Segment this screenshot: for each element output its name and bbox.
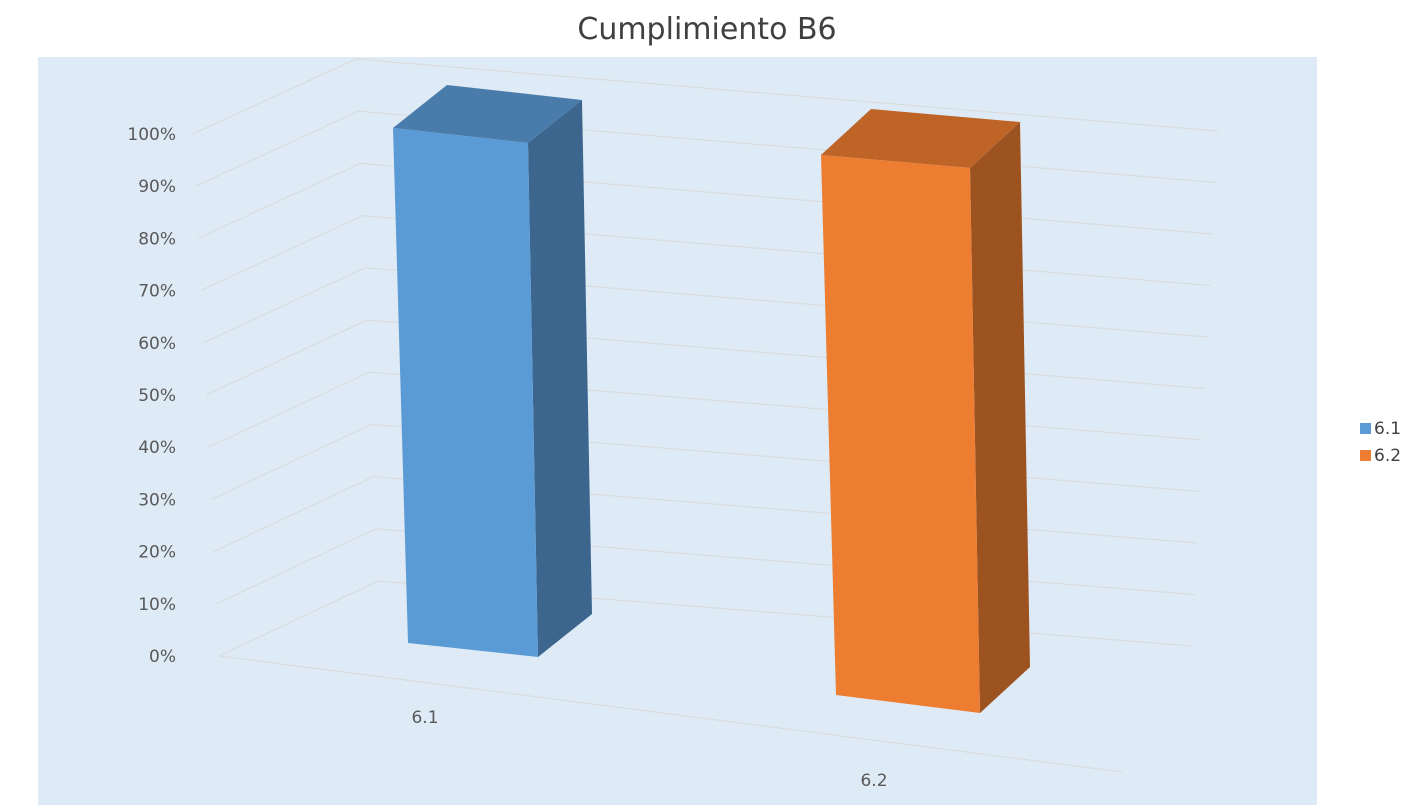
legend: 6.1 6.2 [1360,415,1401,469]
legend-swatch-6-2 [1360,450,1371,461]
y-tick-label: 90% [138,177,176,197]
y-tick-label: 10% [138,595,176,615]
gridline-side [216,528,377,605]
y-tick-label: 0% [149,647,176,667]
y-tick-label: 50% [138,386,176,406]
bar-side-face [528,100,592,657]
gridline-side [195,110,359,187]
bar-6-1[interactable] [393,85,592,657]
legend-item-6-2[interactable]: 6.2 [1360,442,1401,469]
gridline-side [208,371,370,448]
bar-top-face [821,109,1020,168]
y-tick-label: 80% [138,229,176,249]
y-tick-label: 70% [138,282,176,302]
gridline-side [218,580,379,657]
bar-front-face [821,155,980,713]
y-tick-label: 30% [138,490,176,510]
gridline-side [203,267,366,344]
legend-item-6-1[interactable]: 6.1 [1360,415,1401,442]
y-tick-label: 40% [138,438,176,458]
gridline-side [197,162,361,239]
gridline-side [192,58,357,135]
gridline-side [210,423,372,500]
x-axis: 6.1 6.2 [411,708,887,791]
y-tick-label: 20% [138,543,176,563]
legend-swatch-6-1 [1360,423,1371,434]
bar-top-face [393,85,582,143]
chart-title: Cumplimiento B6 [577,12,837,47]
plot-area [38,57,1317,805]
legend-label-6-2: 6.2 [1374,445,1402,466]
y-tick-label: 100% [127,125,176,145]
gridline-side [205,319,368,396]
bar-6-2[interactable] [821,109,1030,713]
legend-label-6-1: 6.1 [1374,418,1402,439]
bar-front-face [393,128,538,657]
y-axis: 0% 10% 20% 30% 40% 50% 60% 70% 80% 90% 100% [127,125,176,667]
x-tick-label: 6.2 [860,771,887,791]
bars [393,85,1030,713]
bar-side-face [970,122,1030,713]
x-tick-label: 6.1 [411,708,438,728]
y-tick-label: 60% [138,334,176,354]
gridline-side [200,215,363,292]
gridline-back [355,58,1219,132]
gridline-side [213,476,374,553]
floor-edge [218,655,1123,773]
